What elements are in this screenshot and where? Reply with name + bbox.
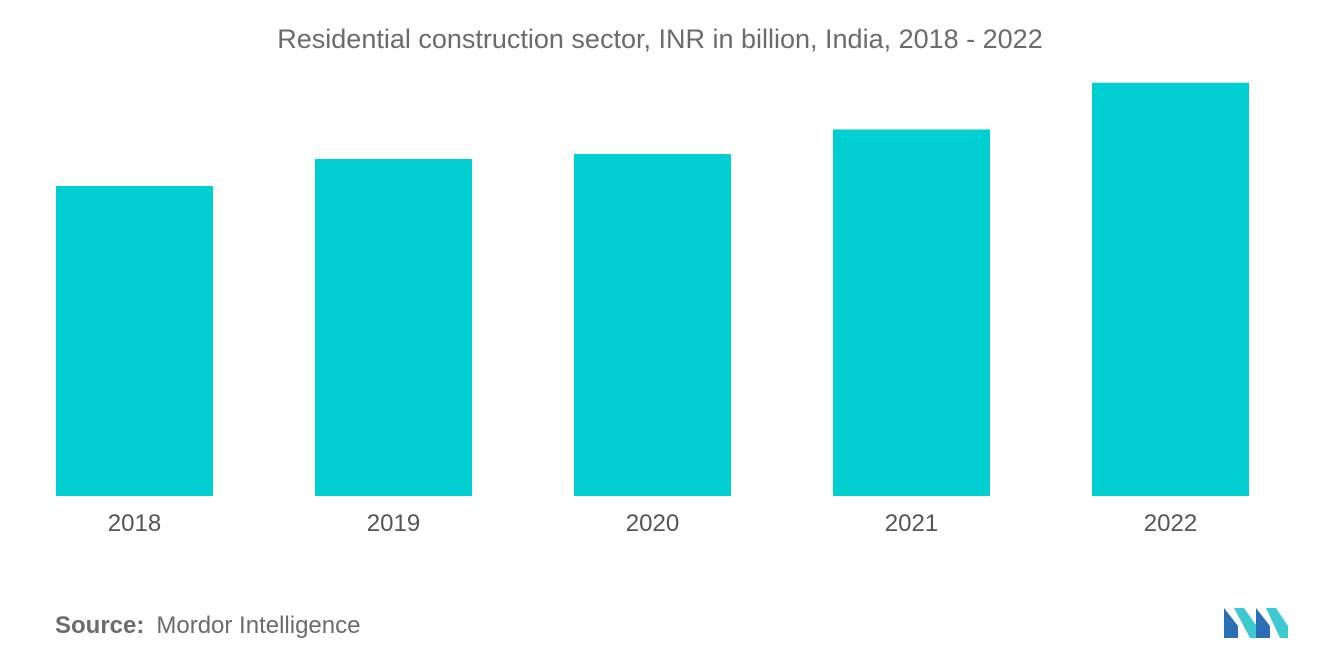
bar-2022 — [1092, 82, 1249, 496]
source-value: Mordor Intelligence — [156, 612, 361, 639]
source-label: Source: — [55, 612, 145, 639]
bar-chart: 2018 2019 2020 2021 2022 — [56, 82, 1249, 537]
bar-2021 — [833, 129, 990, 496]
bar-2018 — [56, 186, 213, 497]
x-tick-label-2021: 2021 — [885, 510, 938, 537]
x-tick-label-2022: 2022 — [1144, 510, 1197, 537]
chart-title: Residential construction sector, INR in … — [277, 24, 1043, 54]
x-tick-label-2018: 2018 — [108, 510, 161, 537]
bar-2019 — [315, 158, 472, 497]
x-tick-label-2020: 2020 — [626, 510, 679, 537]
x-tick-label-2019: 2019 — [367, 510, 420, 537]
x-tick-labels: 2018 2019 2020 2021 2022 — [108, 510, 1197, 537]
mordor-intelligence-logo-icon — [1224, 608, 1288, 638]
source-note: Source: Mordor Intelligence — [55, 612, 360, 640]
bars-group — [56, 82, 1249, 497]
bar-2020 — [574, 154, 731, 496]
